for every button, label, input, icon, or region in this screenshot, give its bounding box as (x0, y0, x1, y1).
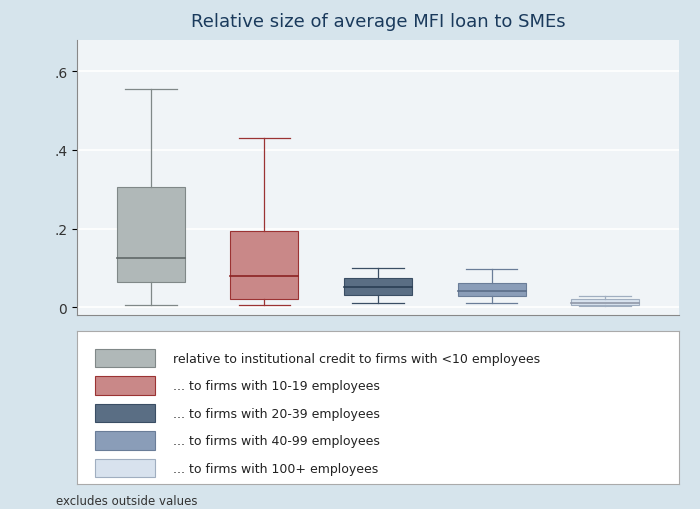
Text: ... to firms with 40-99 employees: ... to firms with 40-99 employees (174, 434, 380, 447)
Bar (458, 284, 526, 297)
Text: ... to firms with 20-39 employees: ... to firms with 20-39 employees (174, 407, 380, 420)
Bar (95, 349, 155, 367)
Text: relative to institutional credit to firms with <10 employees: relative to institutional credit to firm… (174, 352, 540, 365)
Text: ... to firms with 100+ employees: ... to firms with 100+ employees (174, 462, 379, 475)
Bar (95, 404, 155, 422)
Bar (344, 278, 412, 295)
Bar (95, 377, 155, 395)
Bar (117, 188, 185, 282)
Title: Relative size of average MFI loan to SMEs: Relative size of average MFI loan to SME… (190, 13, 566, 31)
Bar (95, 432, 155, 450)
Text: excludes outside values: excludes outside values (56, 494, 197, 507)
Bar (571, 299, 639, 305)
Bar (230, 231, 298, 300)
Text: ... to firms with 10-19 employees: ... to firms with 10-19 employees (174, 379, 380, 392)
Bar (95, 459, 155, 477)
